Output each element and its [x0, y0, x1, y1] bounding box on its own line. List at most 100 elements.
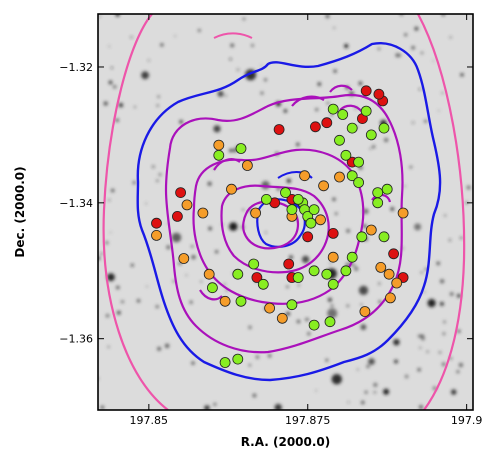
sky-source — [414, 223, 422, 231]
sky-source — [155, 305, 159, 308]
sky-source — [326, 102, 330, 105]
sky-source — [378, 300, 382, 304]
point-green — [305, 217, 317, 229]
sky-source — [179, 120, 183, 124]
sky-source — [356, 368, 359, 371]
sky-source — [178, 262, 182, 265]
sky-source — [436, 261, 440, 265]
sky-source — [116, 285, 120, 290]
sky-source — [265, 231, 267, 234]
sky-source — [426, 350, 429, 353]
contours — [102, 14, 466, 410]
sky-source — [100, 405, 104, 409]
sky-source — [191, 245, 194, 248]
point-orange — [299, 170, 311, 182]
point-green — [308, 265, 320, 277]
sky-source — [329, 262, 332, 265]
sky-source — [409, 165, 413, 169]
sky-source — [109, 231, 112, 234]
point-green — [337, 109, 349, 120]
sky-sources — [98, 14, 471, 410]
sky-source — [130, 36, 133, 39]
sky-source — [286, 285, 289, 289]
sky-source — [146, 285, 148, 288]
sky-source — [315, 108, 319, 112]
sky-source — [156, 104, 159, 107]
sky-source — [296, 142, 300, 147]
x-tick-label: 197.875 — [285, 414, 331, 427]
sky-source — [373, 382, 378, 387]
sky-source — [364, 390, 368, 394]
contour-blue-outer — [136, 42, 442, 382]
point-orange — [383, 268, 395, 280]
point-green — [235, 143, 247, 154]
sky-source — [449, 36, 452, 39]
point-green — [327, 103, 339, 115]
sky-source — [305, 318, 309, 321]
contour-pink — [102, 14, 466, 410]
sky-source — [330, 304, 334, 308]
point-green — [286, 299, 298, 311]
point-green — [340, 265, 352, 277]
point-orange — [276, 312, 288, 324]
point-red — [360, 85, 372, 97]
sky-source — [286, 312, 290, 316]
point-green — [381, 183, 393, 195]
sky-source — [346, 304, 350, 308]
sky-source — [419, 346, 422, 349]
sky-source — [229, 222, 238, 231]
sky-source — [302, 255, 310, 263]
sky-source — [332, 197, 336, 201]
sky-source — [230, 43, 235, 48]
sky-source — [237, 68, 239, 71]
sky-source — [420, 271, 423, 274]
sky-source — [117, 311, 121, 315]
sky-source — [215, 250, 219, 254]
sky-source — [449, 292, 454, 296]
sky-source — [423, 291, 426, 293]
sky-source — [145, 202, 147, 205]
sky-source — [133, 105, 136, 109]
sky-source — [419, 405, 423, 409]
sky-source — [113, 85, 117, 89]
sky-source — [325, 358, 329, 362]
y-tick-label: −1.32 — [59, 61, 93, 74]
sky-source — [377, 47, 381, 51]
sky-source — [274, 403, 282, 410]
point-green — [356, 231, 368, 243]
sky-source — [441, 92, 444, 94]
point-red — [175, 187, 187, 199]
point-orange — [318, 180, 330, 192]
point-red — [327, 227, 339, 239]
point-green — [292, 193, 304, 205]
sky-source — [373, 391, 376, 394]
sky-source — [360, 303, 363, 306]
sky-source — [260, 91, 264, 95]
sky-source — [443, 320, 446, 324]
sky-source — [441, 362, 446, 367]
sky-source — [460, 236, 463, 239]
point-green — [360, 105, 372, 117]
point-red — [309, 121, 321, 133]
sky-source — [358, 285, 369, 295]
sky-source — [157, 347, 161, 351]
sky-source — [289, 255, 293, 259]
point-orange — [391, 277, 403, 289]
sky-source — [424, 119, 427, 123]
sky-source — [115, 118, 119, 122]
sky-source — [213, 402, 217, 406]
sky-source — [204, 405, 210, 410]
sky-source — [465, 201, 469, 205]
sky-source — [417, 368, 421, 372]
sky-source — [118, 103, 123, 108]
x-tick-label: 197.85 — [130, 414, 169, 427]
sky-source — [412, 121, 414, 124]
point-orange — [250, 207, 262, 219]
point-orange — [397, 207, 409, 219]
point-orange — [178, 253, 190, 264]
point-red — [373, 88, 385, 100]
point-green — [327, 278, 339, 290]
point-orange — [197, 207, 209, 219]
sky-source — [420, 51, 424, 55]
